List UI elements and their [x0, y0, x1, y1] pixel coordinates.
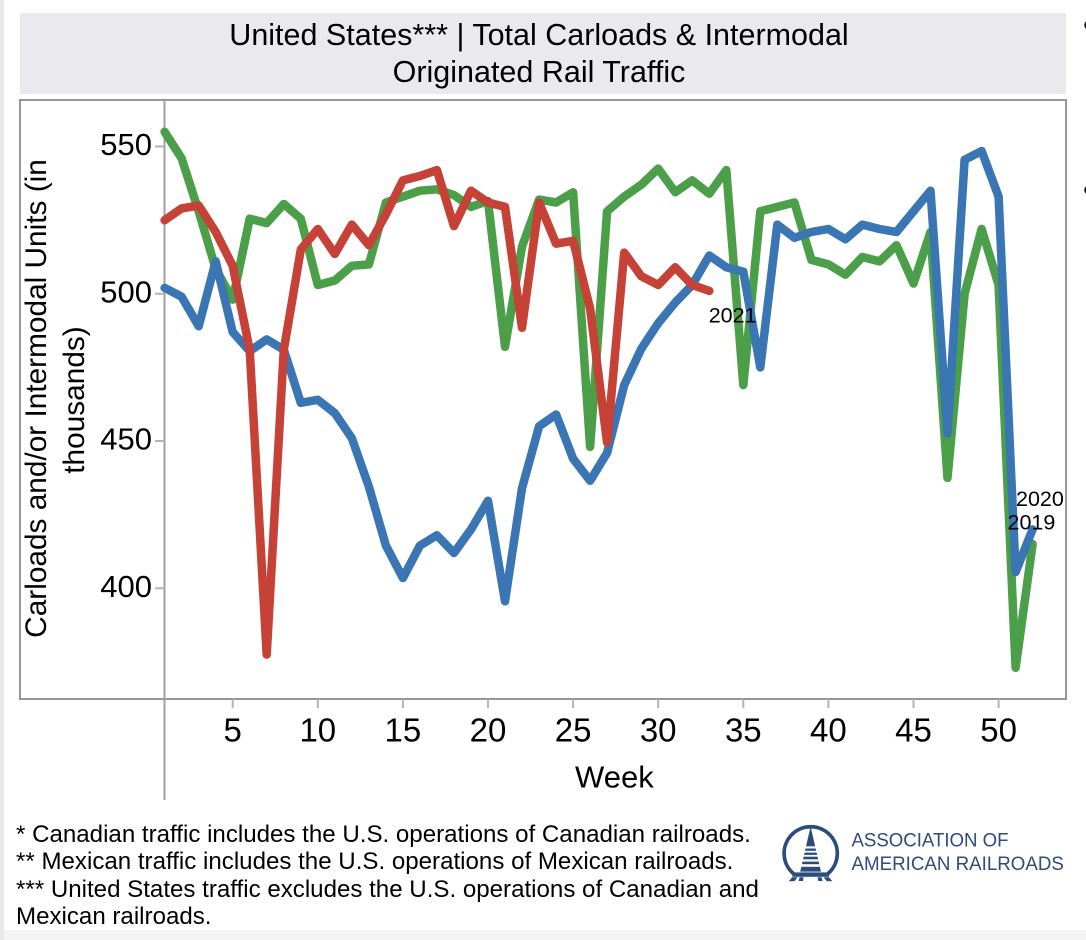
- svg-text:Week: Week: [575, 760, 654, 795]
- svg-text:400: 400: [100, 569, 152, 604]
- svg-text:5: 5: [224, 712, 242, 749]
- svg-text:15: 15: [385, 712, 422, 749]
- svg-text:30: 30: [640, 712, 677, 749]
- svg-text:2021: 2021: [709, 304, 757, 328]
- svg-text:45: 45: [895, 712, 932, 749]
- svg-text:35: 35: [725, 712, 762, 749]
- svg-text:20: 20: [470, 712, 507, 749]
- svg-text:450: 450: [100, 422, 152, 457]
- svg-text:25: 25: [555, 712, 592, 749]
- svg-text:AMERICAN RAILROADS: AMERICAN RAILROADS: [852, 853, 1064, 875]
- svg-text:550: 550: [100, 127, 152, 162]
- svg-text:500: 500: [100, 274, 152, 309]
- svg-text:40: 40: [810, 712, 847, 749]
- svg-text:2019: 2019: [1008, 511, 1056, 535]
- svg-text:thousands): thousands): [58, 326, 91, 473]
- svg-text:ASSOCIATION OF: ASSOCIATION OF: [852, 830, 1009, 852]
- svg-text:Carloads and/or Intermodal Uni: Carloads and/or Intermodal Units (in: [20, 159, 53, 638]
- svg-text:2020: 2020: [1016, 487, 1064, 511]
- svg-text:10: 10: [299, 712, 336, 749]
- svg-text:50: 50: [980, 712, 1017, 749]
